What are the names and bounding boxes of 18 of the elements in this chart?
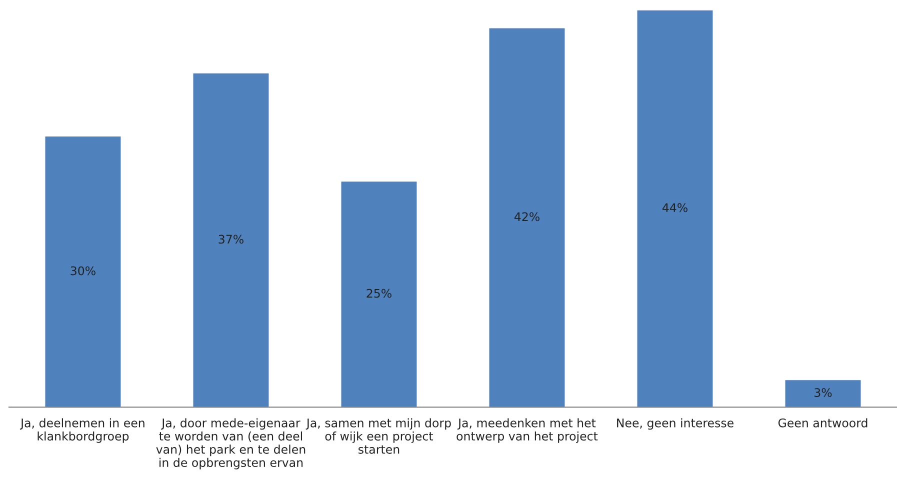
x-tick-label: Geen antwoord: [778, 418, 868, 428]
bar: [637, 10, 713, 408]
x-tick-label: Nee, geen interesse: [617, 418, 734, 430]
x-tick-label: Ja, door mede-eigenaar te worden van (een deel van) het park en te delen in de opbrengsten ervan: [156, 418, 306, 470]
data-label: 25%: [366, 288, 392, 298]
bar: [45, 136, 121, 408]
bar: [785, 380, 861, 408]
bar: [341, 182, 417, 408]
bar: [193, 73, 269, 408]
data-label: 3%: [814, 388, 832, 398]
x-tick-label: Ja, samen met mijn dorp of wijk een project starten: [306, 418, 451, 454]
x-tick-label: Ja, meedenken met het ontwerp van het project: [456, 418, 598, 443]
data-label: 44%: [662, 203, 688, 212]
x-tick-label: Ja, deelnemen in een klankbordgroep: [20, 418, 144, 443]
bar: [489, 28, 565, 408]
data-label: 42%: [514, 212, 540, 222]
data-label: 37%: [218, 234, 244, 244]
data-label: 30%: [70, 266, 96, 276]
